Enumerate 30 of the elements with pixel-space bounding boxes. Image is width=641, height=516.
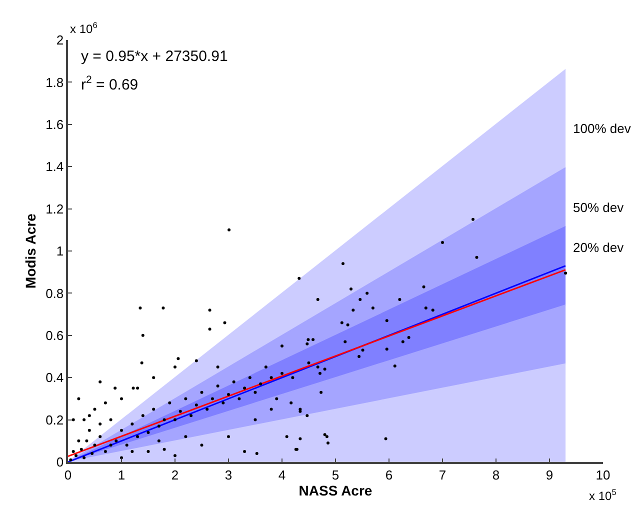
x-tick-label: 7 [438,467,446,482]
annotation: 50% dev [573,200,624,215]
x-tick-label: 5 [332,467,340,482]
y-tick-label: 0.4 [46,370,64,386]
annotation: r$^{2}$ = 0.69 [81,74,138,94]
x-axis-title: NASS Acre [298,482,372,498]
y-tick-label: 1 [56,244,64,259]
y-tick-label: 0.8 [46,286,64,301]
y-tick-label: 0 [56,454,64,470]
x-tick-label: 3 [224,467,232,482]
x-tick-label: 6 [385,467,393,482]
x-tick-label: 10 [596,467,610,482]
x-tick-label: 9 [546,467,554,482]
y-tick-label: 1.8 [46,74,64,90]
x-tick-label: 2 [171,467,179,482]
y-tick-label: 1.4 [46,159,64,174]
y-tick-label: 2 [56,32,64,48]
y-tick-label: 1.2 [46,201,64,216]
annotation: y = 0.95*x + 27350.91 [81,48,228,65]
annotation: 20% dev [573,240,624,255]
annotation: 100% dev [573,121,632,136]
y-axis-title: Modis Acre [22,213,39,288]
x-tick-label: 1 [118,467,126,482]
y-tick-label: 0.2 [46,412,64,428]
text: x 10$^{5}$ [589,487,617,504]
y-tick-label: 0.6 [46,328,64,343]
x-tick-label: 8 [492,467,500,482]
y-tick-label: 1.6 [46,116,64,132]
x-tick-label: 4 [278,467,286,482]
text: x 10$^{6}$ [70,20,98,36]
